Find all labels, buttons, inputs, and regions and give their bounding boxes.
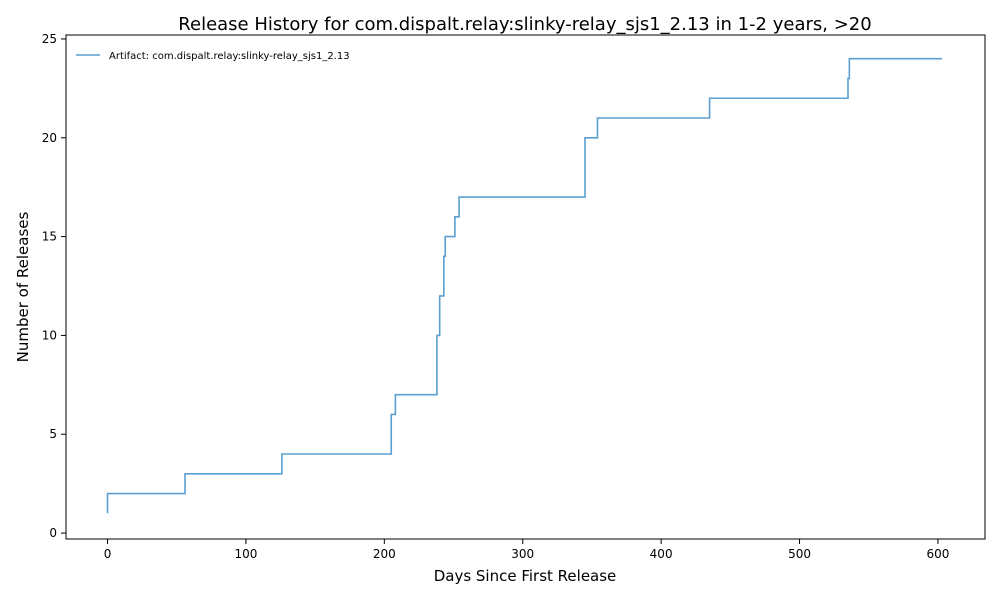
x-tick-label: 0 (104, 547, 112, 561)
plot-frame (65, 34, 986, 540)
x-tick-label: 200 (373, 547, 396, 561)
x-tick-label: 500 (788, 547, 811, 561)
x-tick-label: 100 (234, 547, 257, 561)
legend: Artifact: com.dispalt.relay:slinky-relay… (76, 51, 350, 62)
x-axis-title: Days Since First Release (434, 567, 617, 585)
y-tick-label: 10 (42, 328, 57, 342)
y-axis-title: Number of Releases (14, 211, 32, 362)
series-line (106, 57, 943, 514)
y-tick-label: 15 (42, 230, 57, 244)
chart-title: Release History for com.dispalt.relay:sl… (178, 14, 871, 35)
y-axis: 0 5 10 15 20 25 (42, 32, 66, 540)
x-tick-label: 300 (511, 547, 534, 561)
y-tick-label: 0 (49, 526, 57, 540)
y-tick-label: 25 (42, 32, 57, 46)
x-tick-label: 600 (926, 547, 949, 561)
y-tick-label: 20 (42, 131, 57, 145)
legend-label: Artifact: com.dispalt.relay:slinky-relay… (109, 51, 350, 62)
x-axis: 0 100 200 300 400 500 600 (104, 539, 949, 561)
x-tick-label: 400 (650, 547, 673, 561)
y-tick-label: 5 (49, 427, 57, 441)
